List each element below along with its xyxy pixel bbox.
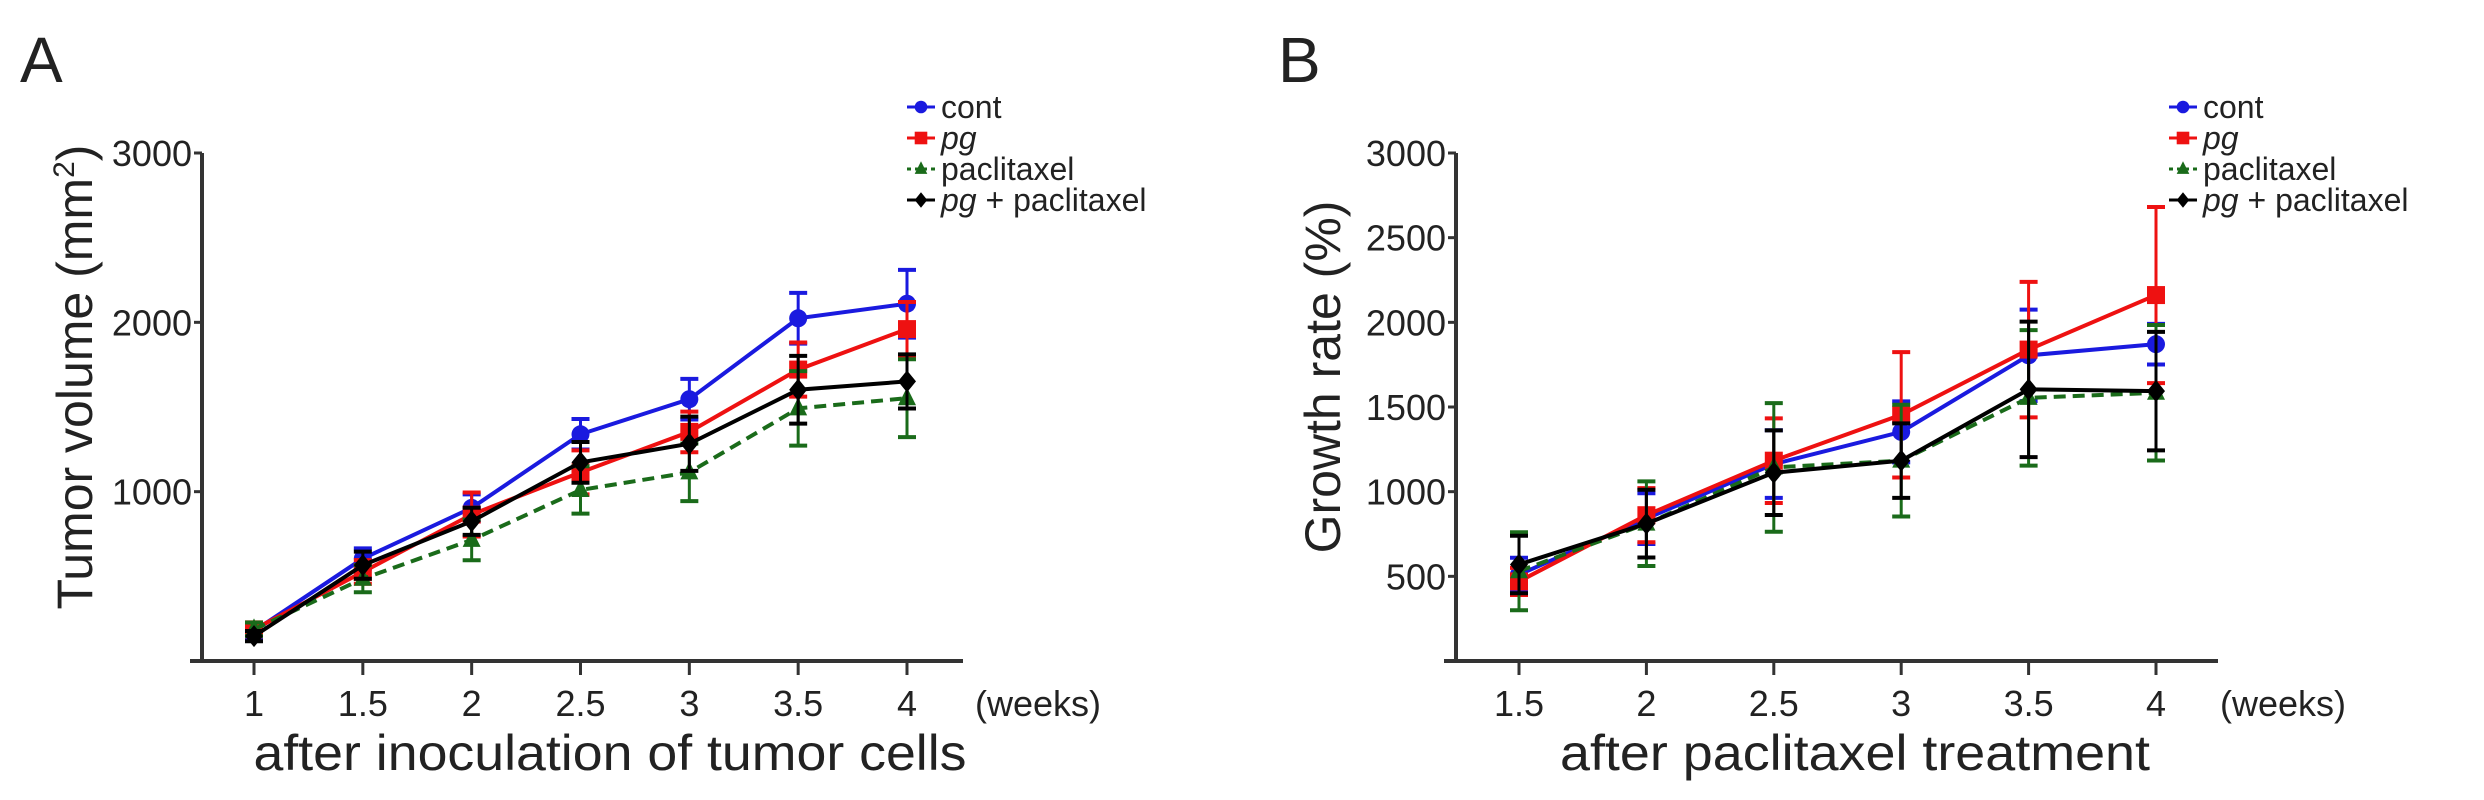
data-point: [353, 554, 372, 577]
series-pg-paclitaxel: [1510, 319, 2165, 596]
legend-marker: [914, 100, 928, 114]
chart-panel-a: A 1000 2000 3000 1 1.5 2 2.5 3 3.5 4 (weeks)after i…: [20, 24, 1146, 781]
legend-item: pg + paclitaxel: [2169, 182, 2408, 218]
series-paclitaxel: [245, 357, 916, 639]
x-axis-title: after inoculation of tumor cells: [254, 725, 967, 781]
data-point: [571, 425, 590, 444]
data-point: [1892, 449, 1911, 472]
x-tick-label: 4: [2146, 683, 2166, 724]
x-tick-label: 4: [897, 683, 917, 724]
y-tick-label: 2000: [1366, 302, 1446, 343]
legend-marker: [2176, 131, 2190, 145]
legend-item: cont: [907, 89, 1002, 125]
series-line: [1518, 387, 2157, 567]
y-tick-label: 3000: [1366, 133, 1446, 174]
legend-label: cont: [941, 89, 1002, 125]
legend-marker: [2176, 192, 2190, 208]
legend-label-rest: + paclitaxel: [977, 182, 1147, 218]
legend-label: cont: [2203, 89, 2264, 125]
x-tick-label: 2.5: [555, 683, 605, 724]
series-line: [1518, 293, 2157, 584]
legend-label-rest: + paclitaxel: [2239, 182, 2409, 218]
legend-marker: [2176, 161, 2190, 174]
y-tick-label: 2500: [1366, 218, 1446, 259]
legend-item: pg: [907, 120, 977, 156]
y-axis-title: Tumor volume (mm2): [47, 145, 103, 610]
legend-item: cont: [2169, 89, 2264, 125]
x-tick-label: 2: [462, 683, 482, 724]
data-point: [680, 432, 699, 455]
chart-panel-b: B 500 1000 1500 2000 2500 3000 1.5 2 2.5 3 3.5 4 (wee…: [1278, 24, 2408, 781]
x-tick-label: 3.5: [773, 683, 823, 724]
data-point: [571, 451, 590, 474]
legend-item: paclitaxel: [2169, 151, 2336, 187]
legend-label: pg + paclitaxel: [940, 182, 1146, 218]
legend-label-text: pg: [940, 120, 977, 156]
x-tick-label: 2.5: [1749, 683, 1799, 724]
x-tick-label: 3.5: [2004, 683, 2054, 724]
data-point: [245, 625, 263, 648]
x-tick-label: 1.5: [338, 683, 388, 724]
x-tick-label: 1.5: [1494, 683, 1544, 724]
data-point: [462, 528, 481, 547]
x-unit-label: (weeks): [2220, 683, 2346, 724]
legend-item: pg + paclitaxel: [907, 182, 1146, 218]
series-cont: [1510, 307, 2165, 594]
data-point: [680, 390, 699, 409]
legend-label-text: paclitaxel: [2203, 151, 2336, 187]
y-tick-label: 1000: [112, 472, 192, 513]
x-axis-title: after paclitaxel treatment: [1560, 725, 2150, 781]
legend-label-text: cont: [2203, 89, 2264, 125]
data-point: [571, 478, 590, 497]
y-axis-title-text: Tumor volume (mm: [47, 178, 103, 610]
legend-label: pg + paclitaxel: [2202, 182, 2408, 218]
legend-marker: [914, 131, 928, 145]
x-tick-label: 3: [1891, 683, 1911, 724]
legend-label: paclitaxel: [2203, 151, 2336, 187]
legend-marker: [914, 192, 928, 208]
y-tick-label: 500: [1386, 556, 1446, 597]
data-point: [462, 510, 481, 533]
y-axis-title-end: ): [47, 145, 103, 162]
legend-item: paclitaxel: [907, 151, 1074, 187]
y-axis-title-superscript: 2: [48, 161, 81, 178]
panel-label: A: [20, 24, 63, 96]
data-point: [898, 370, 916, 393]
data-point: [1637, 512, 1656, 535]
legend-label-text: cont: [941, 89, 1002, 125]
y-axis-title: Growth rate (%): [1295, 201, 1351, 554]
series-line: [1518, 390, 2157, 574]
x-tick-label: 3: [679, 683, 699, 724]
legend-label-text: pg: [2202, 120, 2239, 156]
data-point: [2147, 380, 2165, 403]
legend-marker: [2176, 100, 2190, 114]
legend-label-text: paclitaxel: [941, 151, 1074, 187]
legend-label: pg: [2202, 120, 2239, 156]
legend-label-italic: pg: [940, 182, 977, 218]
y-axis-title-text: Growth rate (%): [1295, 201, 1351, 554]
data-point: [2147, 286, 2165, 305]
legend-label: pg: [940, 120, 977, 156]
data-point: [789, 378, 808, 401]
data-point: [789, 309, 808, 328]
y-tick-label: 1000: [1366, 472, 1446, 513]
x-tick-label: 1: [244, 683, 264, 724]
y-tick-label: 2000: [112, 302, 192, 343]
series-pg-paclitaxel: [245, 352, 916, 648]
series-line: [1518, 342, 2157, 577]
data-point: [2019, 378, 2038, 401]
x-tick-label: 2: [1636, 683, 1656, 724]
legend-label-italic: pg: [2202, 182, 2239, 218]
data-point: [898, 320, 916, 339]
data-point: [1764, 461, 1783, 484]
legend-item: pg: [2169, 120, 2239, 156]
panel-label: B: [1278, 24, 1321, 96]
y-tick-label: 1500: [1366, 387, 1446, 428]
y-tick-label: 3000: [112, 133, 192, 174]
data-point: [1510, 553, 1528, 576]
legend-label: paclitaxel: [941, 151, 1074, 187]
x-unit-label: (weeks): [975, 683, 1101, 724]
legend-marker: [914, 161, 928, 174]
